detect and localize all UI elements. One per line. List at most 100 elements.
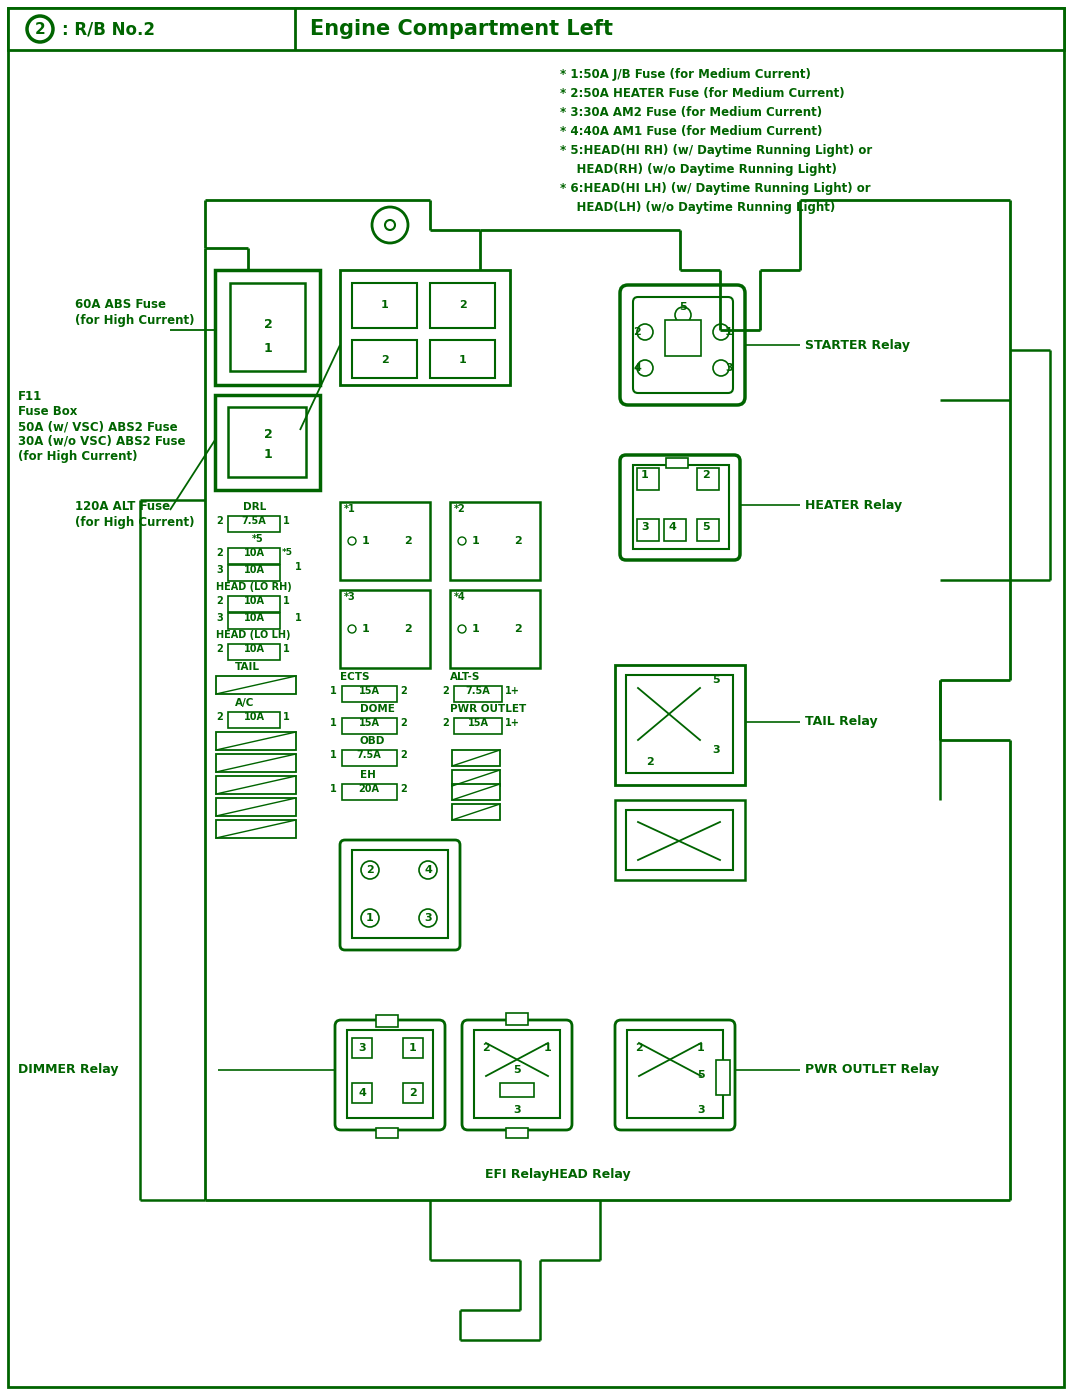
Bar — [664, 519, 686, 541]
Text: 3: 3 — [641, 522, 649, 531]
Bar — [352, 1083, 372, 1103]
FancyBboxPatch shape — [340, 840, 460, 950]
Text: 1: 1 — [472, 536, 480, 545]
Text: 1: 1 — [410, 1043, 417, 1053]
Text: F11: F11 — [18, 391, 42, 403]
Text: 5: 5 — [712, 675, 719, 685]
Text: 7.5A: 7.5A — [357, 751, 382, 760]
Text: (for High Current): (for High Current) — [75, 314, 194, 326]
Bar — [452, 784, 500, 799]
Bar — [228, 612, 280, 629]
Bar — [8, 8, 1064, 50]
Text: * 4:40A AM1 Fuse (for Medium Current): * 4:40A AM1 Fuse (for Medium Current) — [560, 126, 822, 138]
Text: 1: 1 — [330, 718, 337, 728]
Bar — [352, 283, 417, 328]
Text: * 1:50A J/B Fuse (for Medium Current): * 1:50A J/B Fuse (for Medium Current) — [560, 68, 810, 81]
FancyBboxPatch shape — [632, 297, 733, 393]
Text: 1: 1 — [545, 1043, 552, 1053]
Text: OBD: OBD — [360, 737, 385, 746]
Text: 2: 2 — [264, 428, 272, 441]
Text: 2: 2 — [515, 536, 522, 545]
Text: * 6:HEAD(HI LH) (w/ Daytime Running Light) or: * 6:HEAD(HI LH) (w/ Daytime Running Ligh… — [560, 181, 870, 195]
Text: 2: 2 — [400, 686, 406, 696]
Text: 2: 2 — [515, 624, 522, 633]
Text: 2: 2 — [34, 21, 45, 36]
Circle shape — [348, 537, 356, 545]
Bar — [215, 755, 296, 771]
Bar — [637, 519, 659, 541]
Bar — [637, 467, 659, 490]
Text: 3: 3 — [425, 912, 432, 923]
Bar — [506, 1013, 528, 1025]
Text: 30A (w/o VSC) ABS2 Fuse: 30A (w/o VSC) ABS2 Fuse — [18, 435, 185, 448]
Text: *2: *2 — [455, 504, 465, 513]
Text: 1: 1 — [283, 516, 289, 526]
Text: 3: 3 — [725, 363, 733, 372]
Bar — [450, 590, 540, 668]
Text: 120A ALT Fuse: 120A ALT Fuse — [75, 499, 170, 513]
Bar — [228, 596, 280, 612]
Circle shape — [361, 910, 379, 928]
Text: 1: 1 — [459, 354, 467, 365]
Bar — [500, 1083, 534, 1096]
Text: (for High Current): (for High Current) — [75, 516, 194, 529]
Text: 2: 2 — [482, 1043, 490, 1053]
Text: 10A: 10A — [243, 612, 265, 624]
Circle shape — [637, 360, 653, 377]
Text: 1: 1 — [283, 644, 289, 654]
Text: HEAD (LO RH): HEAD (LO RH) — [215, 582, 292, 591]
Bar — [626, 810, 733, 870]
Bar — [228, 548, 280, 564]
Circle shape — [713, 360, 729, 377]
Text: 1: 1 — [283, 711, 289, 723]
Text: 7.5A: 7.5A — [241, 516, 266, 526]
Bar — [342, 686, 397, 702]
Bar — [342, 784, 397, 799]
Bar — [215, 677, 296, 693]
Bar — [215, 798, 296, 816]
Bar — [697, 467, 719, 490]
Bar — [626, 675, 733, 773]
Bar — [450, 502, 540, 580]
Text: * 3:30A AM2 Fuse (for Medium Current): * 3:30A AM2 Fuse (for Medium Current) — [560, 106, 822, 119]
Text: 2: 2 — [215, 596, 223, 605]
Text: 2: 2 — [215, 548, 223, 558]
Bar — [352, 850, 448, 937]
Bar — [215, 271, 321, 385]
Text: 3: 3 — [215, 565, 223, 575]
Bar — [697, 519, 719, 541]
Text: 4: 4 — [358, 1088, 366, 1098]
Text: 10A: 10A — [243, 548, 265, 558]
Bar — [352, 340, 417, 378]
Text: 1: 1 — [330, 686, 337, 696]
FancyBboxPatch shape — [620, 285, 745, 405]
Text: 2: 2 — [264, 318, 272, 332]
Text: TAIL Relay: TAIL Relay — [805, 716, 878, 728]
Text: 2: 2 — [459, 300, 467, 310]
Text: * 2:50A HEATER Fuse (for Medium Current): * 2:50A HEATER Fuse (for Medium Current) — [560, 86, 845, 100]
Text: DRL: DRL — [243, 502, 267, 512]
Text: HEATER Relay: HEATER Relay — [805, 498, 903, 512]
Bar — [340, 590, 430, 668]
Text: Engine Compartment Left: Engine Compartment Left — [310, 20, 613, 39]
Bar — [340, 502, 430, 580]
Text: Fuse Box: Fuse Box — [18, 405, 77, 418]
Text: 2: 2 — [410, 1088, 417, 1098]
Text: 3: 3 — [697, 1105, 704, 1115]
Bar — [716, 1060, 730, 1095]
Text: 15A: 15A — [467, 718, 489, 728]
Text: (for High Current): (for High Current) — [18, 451, 137, 463]
Bar — [342, 751, 397, 766]
FancyBboxPatch shape — [334, 1020, 445, 1130]
Bar — [347, 1030, 433, 1117]
Text: DIMMER Relay: DIMMER Relay — [18, 1063, 119, 1077]
Bar — [403, 1083, 423, 1103]
Circle shape — [348, 625, 356, 633]
Circle shape — [458, 625, 466, 633]
Text: 3: 3 — [712, 745, 719, 755]
Text: 2: 2 — [702, 470, 710, 480]
Text: *1: *1 — [344, 504, 356, 513]
Circle shape — [419, 910, 437, 928]
Text: A/C: A/C — [235, 698, 254, 709]
Bar — [474, 1030, 560, 1117]
